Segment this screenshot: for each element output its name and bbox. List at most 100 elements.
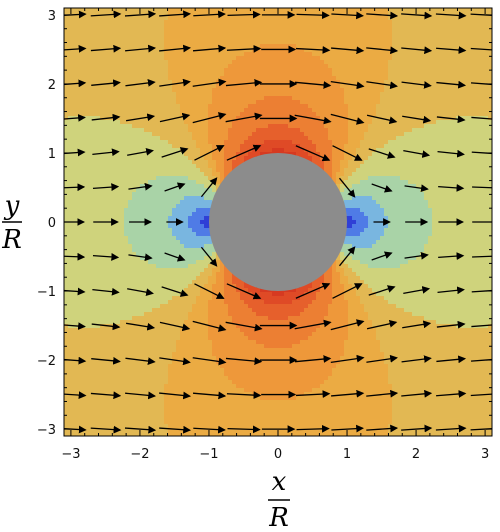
contour-cell xyxy=(152,192,157,197)
contour-cell xyxy=(68,84,73,89)
contour-cell xyxy=(76,240,81,245)
contour-cell xyxy=(96,316,101,321)
contour-cell xyxy=(208,364,213,369)
contour-cell xyxy=(160,92,165,97)
contour-cell xyxy=(228,324,233,329)
contour-cell xyxy=(128,252,133,257)
contour-cell xyxy=(148,288,153,293)
contour-cell xyxy=(216,20,221,25)
contour-cell xyxy=(240,344,245,349)
contour-cell xyxy=(160,352,165,357)
contour-cell xyxy=(88,416,93,421)
contour-cell xyxy=(76,332,81,337)
contour-cell xyxy=(248,96,253,101)
contour-cell xyxy=(224,164,229,169)
contour-cell xyxy=(144,336,149,341)
contour-cell xyxy=(152,332,157,337)
contour-cell xyxy=(200,100,205,105)
contour-cell xyxy=(112,124,117,129)
contour-cell xyxy=(224,280,229,285)
contour-cell xyxy=(108,84,113,89)
contour-cell xyxy=(96,404,101,409)
contour-cell xyxy=(100,236,105,241)
contour-cell xyxy=(120,128,125,133)
contour-cell xyxy=(132,404,137,409)
contour-cell xyxy=(176,84,181,89)
contour-cell xyxy=(172,128,177,133)
contour-cell xyxy=(148,176,153,181)
contour-cell xyxy=(136,376,141,381)
contour-cell xyxy=(212,84,217,89)
contour-cell xyxy=(228,288,233,293)
contour-cell xyxy=(88,408,93,413)
contour-cell xyxy=(200,76,205,81)
contour-cell xyxy=(120,428,125,433)
contour-cell xyxy=(104,136,109,141)
contour-cell xyxy=(124,28,129,33)
contour-cell xyxy=(196,84,201,89)
contour-cell xyxy=(136,380,141,385)
contour-cell xyxy=(208,284,213,289)
contour-cell xyxy=(100,412,105,417)
contour-cell xyxy=(136,16,141,21)
contour-cell xyxy=(104,80,109,85)
contour-cell xyxy=(104,112,109,117)
contour-cell xyxy=(148,296,153,301)
contour-cell xyxy=(96,292,101,297)
contour-cell xyxy=(244,148,249,153)
contour-cell xyxy=(216,52,221,57)
contour-cell xyxy=(184,76,189,81)
contour-cell xyxy=(108,340,113,345)
contour-cell xyxy=(176,116,181,121)
contour-cell xyxy=(136,352,141,357)
contour-cell xyxy=(88,196,93,201)
contour-cell xyxy=(204,432,209,436)
contour-cell xyxy=(184,232,189,237)
contour-cell xyxy=(248,88,253,93)
contour-cell xyxy=(116,168,121,173)
contour-cell xyxy=(140,108,145,113)
contour-cell xyxy=(120,408,125,413)
contour-cell xyxy=(96,304,101,309)
contour-cell xyxy=(200,56,205,61)
contour-cell xyxy=(180,248,185,253)
contour-cell xyxy=(164,156,169,161)
contour-cell xyxy=(152,212,157,217)
contour-cell xyxy=(68,16,73,21)
contour-cell xyxy=(144,116,149,121)
contour-cell xyxy=(88,280,93,285)
contour-cell xyxy=(172,284,177,289)
contour-cell xyxy=(116,280,121,285)
contour-cell xyxy=(184,88,189,93)
contour-cell xyxy=(176,240,181,245)
contour-cell xyxy=(208,244,213,249)
contour-cell xyxy=(188,396,193,401)
contour-cell xyxy=(192,312,197,317)
contour-cell xyxy=(236,304,241,309)
contour-cell xyxy=(224,388,229,393)
contour-cell xyxy=(204,376,209,381)
contour-cell xyxy=(68,280,73,285)
contour-cell xyxy=(124,284,129,289)
contour-cell xyxy=(80,280,85,285)
contour-cell xyxy=(80,264,85,269)
contour-cell xyxy=(168,264,173,269)
contour-cell xyxy=(76,328,81,333)
contour-cell xyxy=(208,388,213,393)
contour-cell xyxy=(236,120,241,125)
contour-cell xyxy=(104,176,109,181)
contour-cell xyxy=(220,104,225,109)
contour-cell xyxy=(88,28,93,33)
contour-cell xyxy=(220,64,225,69)
contour-cell xyxy=(72,204,77,209)
contour-cell xyxy=(136,228,141,233)
contour-cell xyxy=(124,76,129,81)
contour-cell xyxy=(232,380,237,385)
contour-cell xyxy=(128,12,133,17)
contour-cell xyxy=(216,308,221,313)
contour-cell xyxy=(68,400,73,405)
contour-cell xyxy=(176,260,181,265)
contour-cell xyxy=(208,404,213,409)
contour-cell xyxy=(148,20,153,25)
contour-cell xyxy=(188,24,193,29)
